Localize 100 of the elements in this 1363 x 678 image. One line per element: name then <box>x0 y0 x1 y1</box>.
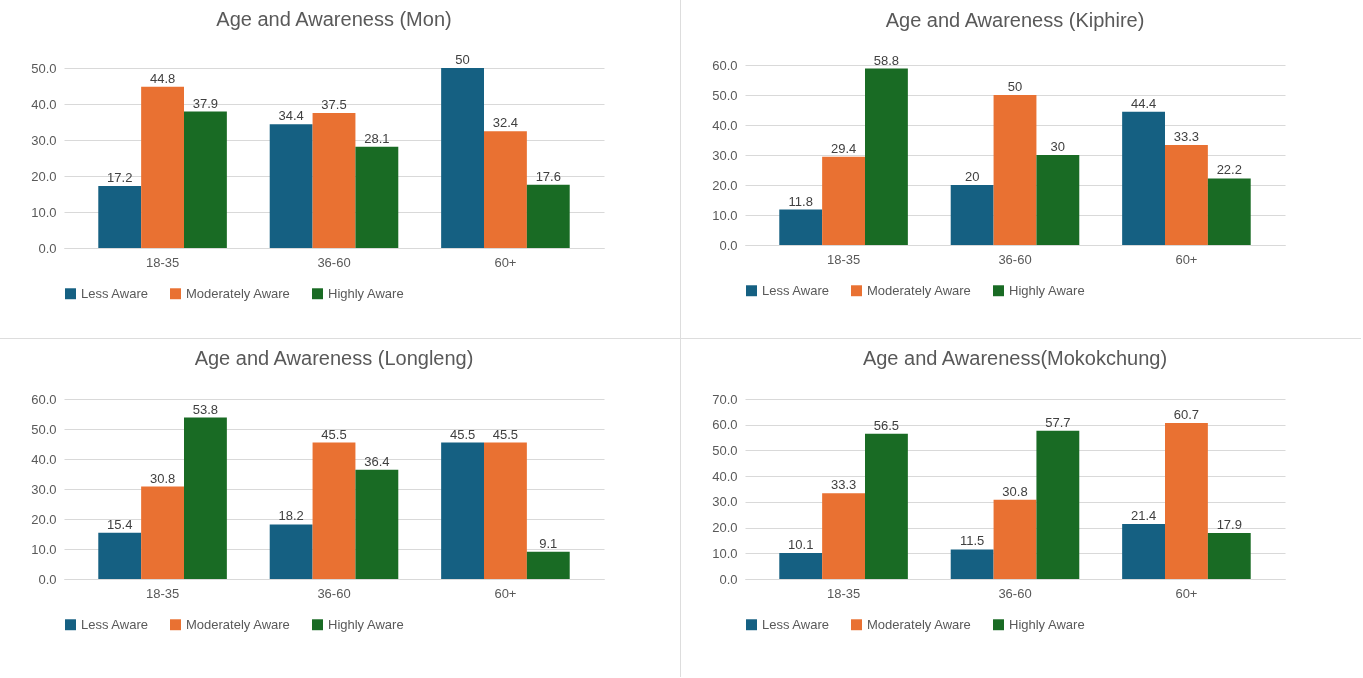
chart-title: Age and Awareness (Mon) <box>216 8 452 30</box>
x-tick-label: 36-60 <box>998 585 1032 601</box>
bar <box>98 532 142 579</box>
data-label: 50 <box>1007 79 1023 94</box>
bar <box>355 469 399 579</box>
data-label: 33.3 <box>1173 129 1200 145</box>
legend-label: Less Aware <box>762 616 829 632</box>
y-tick-label: 50.0 <box>31 421 57 437</box>
y-tick-label: 40.0 <box>712 468 738 484</box>
bar <box>1036 155 1080 245</box>
legend-label: Less Aware <box>81 285 148 301</box>
data-label: 44.4 <box>1130 95 1157 111</box>
bar <box>141 486 184 579</box>
data-label: 10.1 <box>788 537 814 553</box>
data-label: 17.9 <box>1216 516 1242 532</box>
data-label: 57.7 <box>1045 414 1071 430</box>
x-tick-label: 18-35 <box>826 251 861 267</box>
data-label: 29.4 <box>830 140 857 156</box>
data-label: 22.2 <box>1216 162 1242 178</box>
bar <box>526 184 570 248</box>
bar <box>1122 111 1165 245</box>
y-tick-label: 20.0 <box>712 520 738 536</box>
bar <box>269 524 313 579</box>
data-label: 20 <box>964 169 980 184</box>
data-label: 30 <box>1050 139 1066 154</box>
y-tick-label: 10.0 <box>31 541 57 557</box>
y-tick-label: 40.0 <box>31 96 57 112</box>
bar <box>779 553 823 579</box>
bar <box>822 493 865 579</box>
legend-label: Moderately Aware <box>867 282 971 298</box>
bar <box>184 111 227 248</box>
bar <box>993 499 1037 579</box>
y-tick-label: 30.0 <box>31 132 57 148</box>
y-tick-label: 20.0 <box>31 511 57 527</box>
data-label: 58.8 <box>873 52 900 68</box>
bar <box>1036 430 1080 579</box>
data-label: 45.5 <box>492 426 519 442</box>
bar <box>312 442 356 579</box>
data-label: 30.8 <box>149 470 176 486</box>
bar <box>1165 145 1208 245</box>
bar <box>822 156 865 245</box>
y-tick-label: 10.0 <box>712 545 738 561</box>
x-tick-label: 18-35 <box>145 585 180 601</box>
legend-label: Moderately Aware <box>186 285 290 301</box>
data-label: 37.9 <box>192 95 219 111</box>
data-label: 21.4 <box>1130 507 1157 523</box>
data-label: 15.4 <box>107 516 133 532</box>
x-tick-label: 36-60 <box>317 585 351 601</box>
bar <box>441 68 484 248</box>
chart-title: Age and Awareness (Kiphire) <box>885 8 1145 31</box>
bar <box>1122 523 1165 579</box>
bar <box>1207 178 1251 245</box>
bar <box>269 124 313 248</box>
y-tick-label: 0.0 <box>719 571 738 587</box>
y-tick-label: 50.0 <box>31 60 57 76</box>
x-tick-label: 18-35 <box>145 254 180 270</box>
data-label: 11.8 <box>788 193 813 209</box>
legend-label: Less Aware <box>81 616 148 632</box>
y-tick-label: 60.0 <box>712 417 738 433</box>
bar <box>441 442 484 579</box>
data-label: 44.8 <box>149 70 176 86</box>
bar <box>526 551 570 579</box>
y-tick-label: 20.0 <box>712 177 738 193</box>
data-label: 9.1 <box>539 535 558 551</box>
y-tick-label: 50.0 <box>712 442 738 458</box>
bar <box>865 68 908 245</box>
chart-title: Age and Awareness(Mokokchung) <box>862 347 1168 369</box>
data-label: 37.5 <box>321 97 347 112</box>
data-label: 28.1 <box>364 130 390 146</box>
x-tick-label: 36-60 <box>998 251 1032 267</box>
y-tick-label: 50.0 <box>712 87 738 103</box>
chart-title: Age and Awareness (Longleng) <box>194 347 474 369</box>
y-tick-label: 70.0 <box>712 391 738 407</box>
legend-label: Less Aware <box>762 282 829 298</box>
y-tick-label: 0.0 <box>38 571 57 587</box>
bar <box>484 131 527 248</box>
bar <box>355 146 399 248</box>
y-tick-label: 60.0 <box>712 57 738 73</box>
bar <box>484 442 527 579</box>
x-tick-label: 36-60 <box>317 254 351 270</box>
y-tick-label: 10.0 <box>712 207 738 223</box>
bar <box>98 186 142 248</box>
data-label: 56.5 <box>873 417 900 433</box>
bar <box>993 95 1037 245</box>
bar <box>184 417 227 579</box>
y-tick-label: 30.0 <box>712 494 738 510</box>
y-tick-label: 40.0 <box>712 117 738 133</box>
legend-label: Moderately Aware <box>867 616 971 632</box>
data-label: 45.5 <box>449 426 476 442</box>
data-label: 34.4 <box>278 108 304 124</box>
data-label: 17.2 <box>107 170 133 186</box>
bar <box>779 209 823 245</box>
data-label: 17.6 <box>535 168 561 184</box>
x-tick-label: 60+ <box>1175 251 1198 267</box>
x-tick-label: 18-35 <box>826 585 861 601</box>
x-tick-label: 60+ <box>494 254 517 270</box>
y-tick-label: 30.0 <box>31 481 57 497</box>
bar <box>1165 422 1208 579</box>
data-label: 36.4 <box>364 453 390 469</box>
legend-label: Highly Aware <box>1009 616 1085 632</box>
